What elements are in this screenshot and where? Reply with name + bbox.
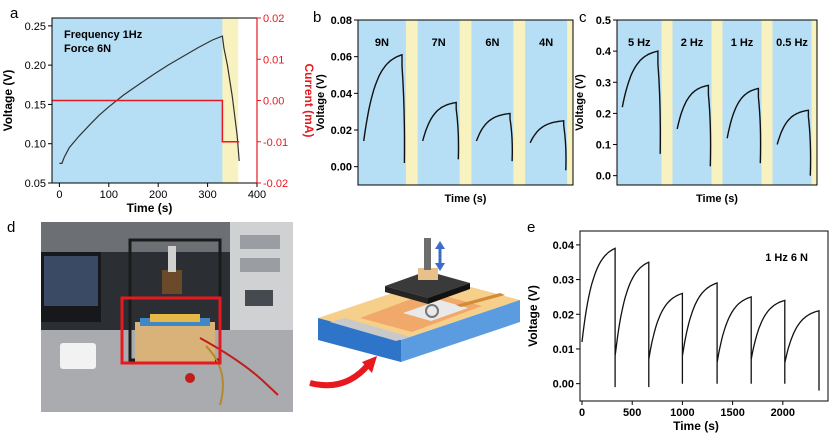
y-tick-label: 0.00 — [553, 379, 574, 391]
y-tick-label: 0.02 — [331, 125, 352, 137]
x-axis-label: Time (s) — [127, 201, 173, 215]
segment-label: 7N — [432, 37, 446, 49]
y2-tick-label: 0.01 — [263, 54, 284, 66]
voltage-series-line — [59, 35, 240, 164]
series-line — [676, 84, 712, 167]
segment-label: 5 Hz — [628, 37, 651, 49]
shade-region — [617, 20, 662, 185]
highlight-box — [120, 296, 222, 365]
panel-letter-b: b — [313, 9, 321, 26]
x-tick-label: 1000 — [670, 407, 694, 419]
shade-region — [222, 18, 239, 183]
y2-axis-label: Current (mA) — [302, 64, 316, 138]
series-line — [475, 112, 514, 162]
transition-arrow — [309, 356, 377, 389]
panel-letter-e: e — [527, 219, 535, 236]
x-tick-label: 200 — [149, 189, 167, 201]
y2-tick-label: 0.00 — [263, 96, 284, 108]
series-line — [529, 120, 567, 171]
x-axis-label: Time (s) — [696, 193, 738, 205]
y-axis-label: Voltage (V) — [1, 70, 15, 132]
y-tick-label: 0.4 — [596, 46, 612, 58]
y-tick-label: 0.5 — [596, 15, 611, 27]
annotation: 1 Hz 6 N — [765, 252, 808, 264]
shade-region — [358, 20, 406, 185]
series-line — [776, 109, 812, 176]
series-line — [726, 87, 762, 164]
x-tick-label: 400 — [248, 189, 266, 201]
y-axis-label: Voltage (V) — [574, 74, 586, 131]
voltage-series-line — [581, 247, 820, 391]
x-axis-label: Time (s) — [445, 193, 487, 205]
y-axis-label: Voltage (V) — [315, 74, 327, 131]
x-tick-label: 500 — [623, 407, 641, 419]
plot-frame — [357, 19, 574, 186]
current-series-line — [52, 99, 240, 143]
plot-frame — [579, 230, 829, 402]
y-axis-label: Voltage (V) — [526, 285, 540, 347]
y-tick-label: 0.3 — [596, 77, 611, 89]
annotation-line-2: Force 6N — [64, 43, 111, 55]
shade-region — [722, 20, 762, 185]
y-tick-label: 0.06 — [331, 52, 352, 64]
y-tick-label: 0.25 — [25, 21, 46, 33]
y-tick-label: 0.0 — [596, 171, 611, 183]
segment-label: 1 Hz — [731, 37, 754, 49]
segment-label: 6N — [485, 37, 499, 49]
y-tick-label: 0.02 — [553, 309, 574, 321]
segment-label: 4N — [539, 37, 553, 49]
setup-photo — [41, 222, 293, 412]
chart-panel-c: 5 Hz 2 Hz 1 Hz 0.5 Hz 0.0 0.1 0.2 0.3 0.4 0.5 Time… — [574, 15, 818, 205]
y-tick-label: 0.04 — [553, 240, 575, 252]
segment-label: 0.5 Hz — [776, 37, 808, 49]
x-axis-label: Time (s) — [673, 419, 719, 433]
panel-letter-d: d — [7, 219, 15, 236]
x-tick-label: 100 — [100, 189, 118, 201]
y-tick-label: 0.01 — [553, 344, 574, 356]
shade-region — [525, 20, 568, 185]
y-tick-label: 0.15 — [25, 99, 46, 111]
y-tick-label: 0.05 — [25, 178, 46, 190]
chart-panel-e: 0 500 1000 1500 2000 0.00 0.01 0.02 0.03 0.04 1 Hz… — [526, 230, 829, 433]
x-tick-label: 300 — [198, 189, 216, 201]
x-tick-label: 0 — [579, 407, 585, 419]
shade-region — [471, 20, 514, 185]
series-line — [363, 53, 406, 164]
segment-label: 2 Hz — [681, 37, 704, 49]
y2-tick-label: -0.02 — [263, 178, 288, 190]
x-tick-label: 2000 — [771, 407, 795, 419]
panel-letter-a: a — [10, 5, 19, 22]
y-tick-label: 0.04 — [331, 88, 353, 100]
x-tick-label: 1500 — [720, 407, 744, 419]
y-tick-label: 0.20 — [25, 60, 46, 72]
y-tick-label: 0.2 — [596, 108, 611, 120]
y-tick-label: 0.10 — [25, 139, 46, 151]
panel-letter-c: c — [579, 9, 587, 26]
y-tick-label: 0.08 — [331, 15, 352, 27]
y-tick-label: 0.03 — [553, 275, 574, 287]
y2-tick-label: -0.01 — [263, 137, 288, 149]
shade-region — [772, 20, 812, 185]
y-tick-label: 0.1 — [596, 140, 611, 152]
y-tick-label: 0.00 — [331, 162, 352, 174]
series-line — [621, 50, 662, 154]
x-tick-label: 0 — [56, 189, 62, 201]
y2-tick-label: 0.02 — [263, 13, 284, 25]
shade-region — [672, 20, 712, 185]
chart-panel-b: 9N 7N 6N 4N 0.00 0.02 0.04 0.06 0.08 Time (s) Volt… — [315, 15, 574, 205]
plot-frame — [616, 19, 818, 186]
device-schematic — [318, 238, 520, 362]
segment-label: 9N — [375, 37, 389, 49]
series-line — [422, 101, 460, 160]
chart-panel-a: 0 100 200 300 400 0.05 0.10 0.15 0.20 0.25 -0.02 -0… — [1, 13, 316, 215]
annotation-line-1: Frequency 1Hz — [64, 29, 143, 41]
